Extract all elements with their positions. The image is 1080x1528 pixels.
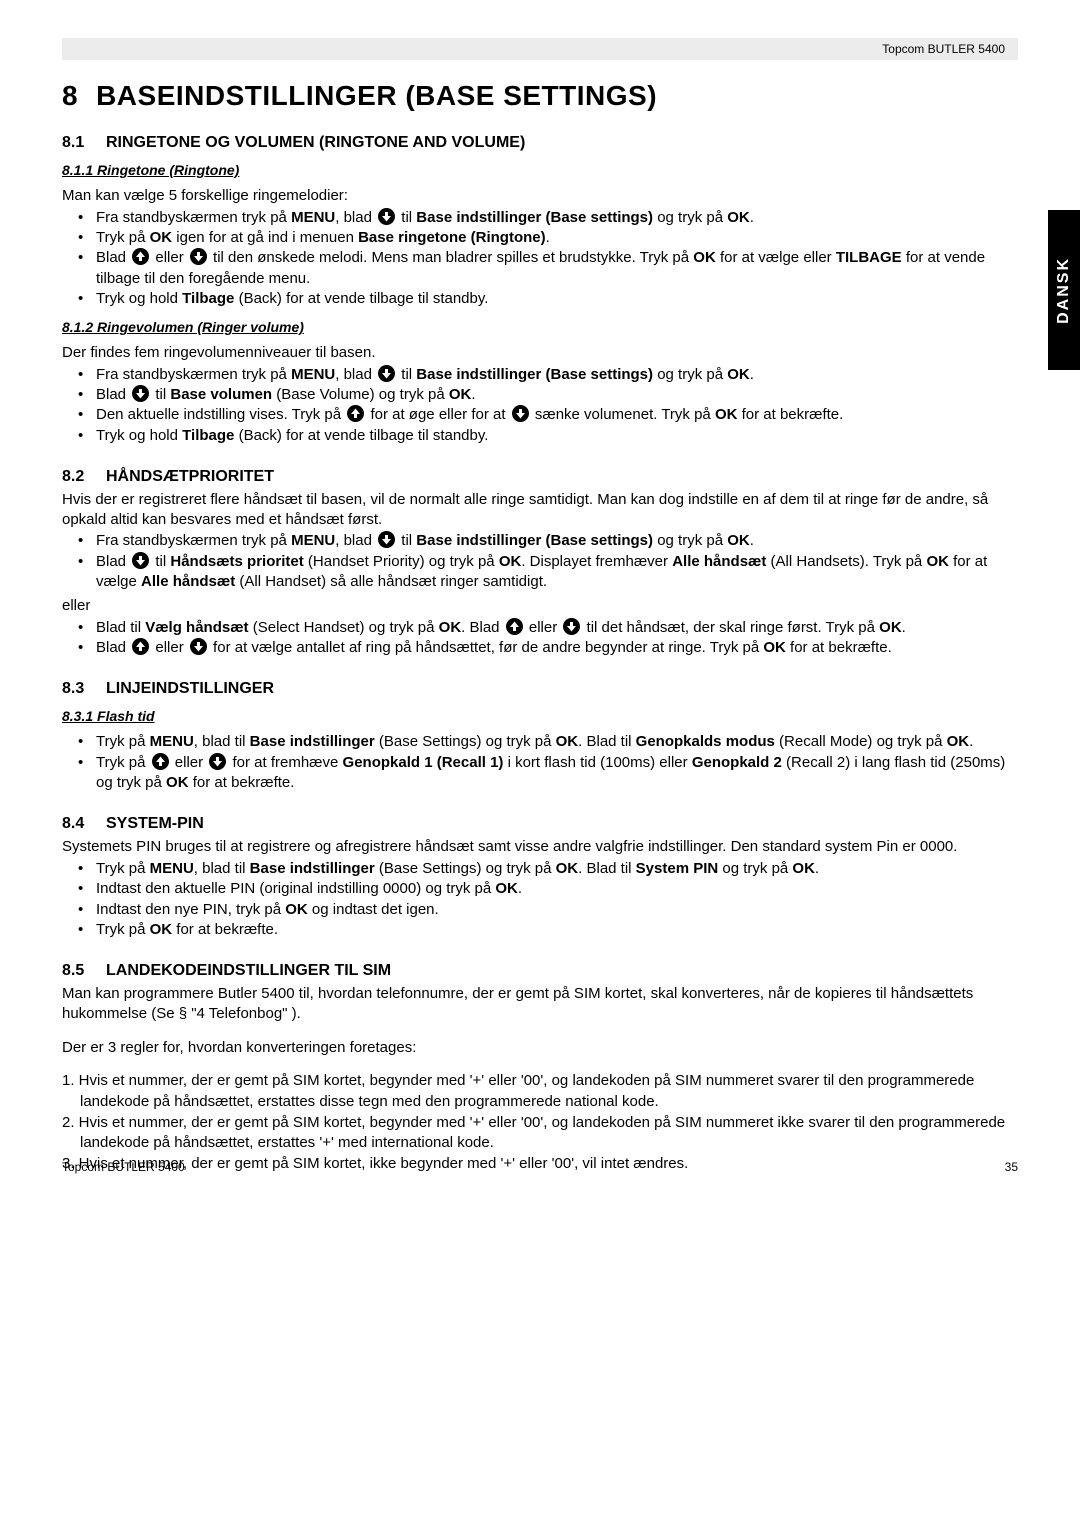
nav-down-icon: [378, 531, 395, 548]
bullet-list: Tryk på MENU, blad til Base indstillinge…: [62, 859, 1018, 940]
nav-up-icon: [132, 638, 149, 655]
footer-page-number: 35: [1005, 1160, 1018, 1174]
nav-down-icon: [209, 753, 226, 770]
body-text: Der er 3 regler for, hvordan konverterin…: [62, 1038, 1018, 1058]
nav-down-icon: [190, 248, 207, 265]
language-tab-label: DANSK: [1055, 257, 1073, 324]
section-title: LINJEINDSTILLINGER: [106, 680, 274, 697]
chapter-heading: 8 BASEINDSTILLINGER (BASE SETTINGS): [62, 80, 1018, 112]
list-item: Blad til Base volumen (Base Volume) og t…: [96, 385, 1018, 405]
nav-up-icon: [347, 405, 364, 422]
list-item: Den aktuelle indstilling vises. Tryk på …: [96, 405, 1018, 425]
section-title: LANDEKODEINDSTILLINGER TIL SIM: [106, 962, 391, 979]
list-item: Fra standbyskærmen tryk på MENU, blad ti…: [96, 208, 1018, 228]
body-text: Man kan programmere Butler 5400 til, hvo…: [62, 984, 1018, 1024]
list-item: Indtast den nye PIN, tryk på OK og indta…: [96, 900, 1018, 920]
list-item: Tryk på MENU, blad til Base indstillinge…: [96, 732, 1018, 752]
list-item: Indtast den aktuelle PIN (original indst…: [96, 879, 1018, 899]
nav-down-icon: [563, 618, 580, 635]
list-item: 2. Hvis et nummer, der er gemt på SIM ko…: [62, 1113, 1018, 1154]
nav-down-icon: [132, 552, 149, 569]
section-8-2: 8.2HÅNDSÆTPRIORITET: [62, 468, 1018, 486]
bullet-list: Fra standbyskærmen tryk på MENU, blad ti…: [62, 208, 1018, 309]
section-8-5: 8.5LANDEKODEINDSTILLINGER TIL SIM: [62, 962, 1018, 980]
list-item: Tryk på OK igen for at gå ind i menuen B…: [96, 228, 1018, 248]
list-item: Blad til Vælg håndsæt (Select Handset) o…: [96, 618, 1018, 638]
subsection-8-3-1: 8.3.1 Flash tid: [62, 708, 1018, 724]
footer-left: Topcom BUTLER 5400: [62, 1160, 185, 1174]
language-tab: DANSK: [1048, 210, 1080, 370]
body-text: Der findes fem ringevolumenniveauer til …: [62, 343, 1018, 363]
bullet-list: Fra standbyskærmen tryk på MENU, blad ti…: [62, 531, 1018, 592]
chapter-title: BASEINDSTILLINGER (BASE SETTINGS): [96, 80, 657, 111]
section-8-4: 8.4SYSTEM-PIN: [62, 815, 1018, 833]
list-item: Tryk på OK for at bekræfte.: [96, 920, 1018, 940]
nav-up-icon: [506, 618, 523, 635]
list-item: Fra standbyskærmen tryk på MENU, blad ti…: [96, 531, 1018, 551]
page-footer: Topcom BUTLER 5400 35: [62, 1160, 1018, 1174]
section-num: 8.4: [62, 815, 106, 833]
section-num: 8.2: [62, 468, 106, 486]
subsection-8-1-2: 8.1.2 Ringevolumen (Ringer volume): [62, 319, 1018, 335]
nav-up-icon: [132, 248, 149, 265]
list-item: Tryk og hold Tilbage (Back) for at vende…: [96, 289, 1018, 309]
body-text: Systemets PIN bruges til at registrere o…: [62, 837, 1018, 857]
section-title: RINGETONE OG VOLUMEN (RINGTONE AND VOLUM…: [106, 134, 525, 151]
section-title: HÅNDSÆTPRIORITET: [106, 468, 274, 485]
bullet-list: Tryk på MENU, blad til Base indstillinge…: [62, 732, 1018, 793]
list-item: Fra standbyskærmen tryk på MENU, blad ti…: [96, 365, 1018, 385]
section-num: 8.5: [62, 962, 106, 980]
list-item: 1. Hvis et nummer, der er gemt på SIM ko…: [62, 1071, 1018, 1112]
section-num: 8.1: [62, 134, 106, 152]
nav-down-icon: [378, 208, 395, 225]
section-title: SYSTEM-PIN: [106, 815, 204, 832]
list-item: Blad til Håndsæts prioritet (Handset Pri…: [96, 552, 1018, 593]
bullet-list: Blad til Vælg håndsæt (Select Handset) o…: [62, 618, 1018, 659]
list-item: Blad eller for at vælge antallet af ring…: [96, 638, 1018, 658]
list-item: Tryk på eller for at fremhæve Genopkald …: [96, 753, 1018, 794]
body-text: Man kan vælge 5 forskellige ringemelodie…: [62, 186, 1018, 206]
section-num: 8.3: [62, 680, 106, 698]
list-item: Blad eller til den ønskede melodi. Mens …: [96, 248, 1018, 289]
nav-down-icon: [512, 405, 529, 422]
body-text: eller: [62, 596, 1018, 616]
list-item: Tryk på MENU, blad til Base indstillinge…: [96, 859, 1018, 879]
nav-down-icon: [378, 365, 395, 382]
section-8-1: 8.1RINGETONE OG VOLUMEN (RINGTONE AND VO…: [62, 134, 1018, 152]
nav-down-icon: [190, 638, 207, 655]
bullet-list: Fra standbyskærmen tryk på MENU, blad ti…: [62, 365, 1018, 446]
subsection-8-1-1: 8.1.1 Ringetone (Ringtone): [62, 162, 1018, 178]
nav-up-icon: [152, 753, 169, 770]
section-8-3: 8.3LINJEINDSTILLINGER: [62, 680, 1018, 698]
list-item: Tryk og hold Tilbage (Back) for at vende…: [96, 426, 1018, 446]
nav-down-icon: [132, 385, 149, 402]
chapter-number: 8: [62, 80, 78, 111]
body-text: Hvis der er registreret flere håndsæt ti…: [62, 490, 1018, 530]
